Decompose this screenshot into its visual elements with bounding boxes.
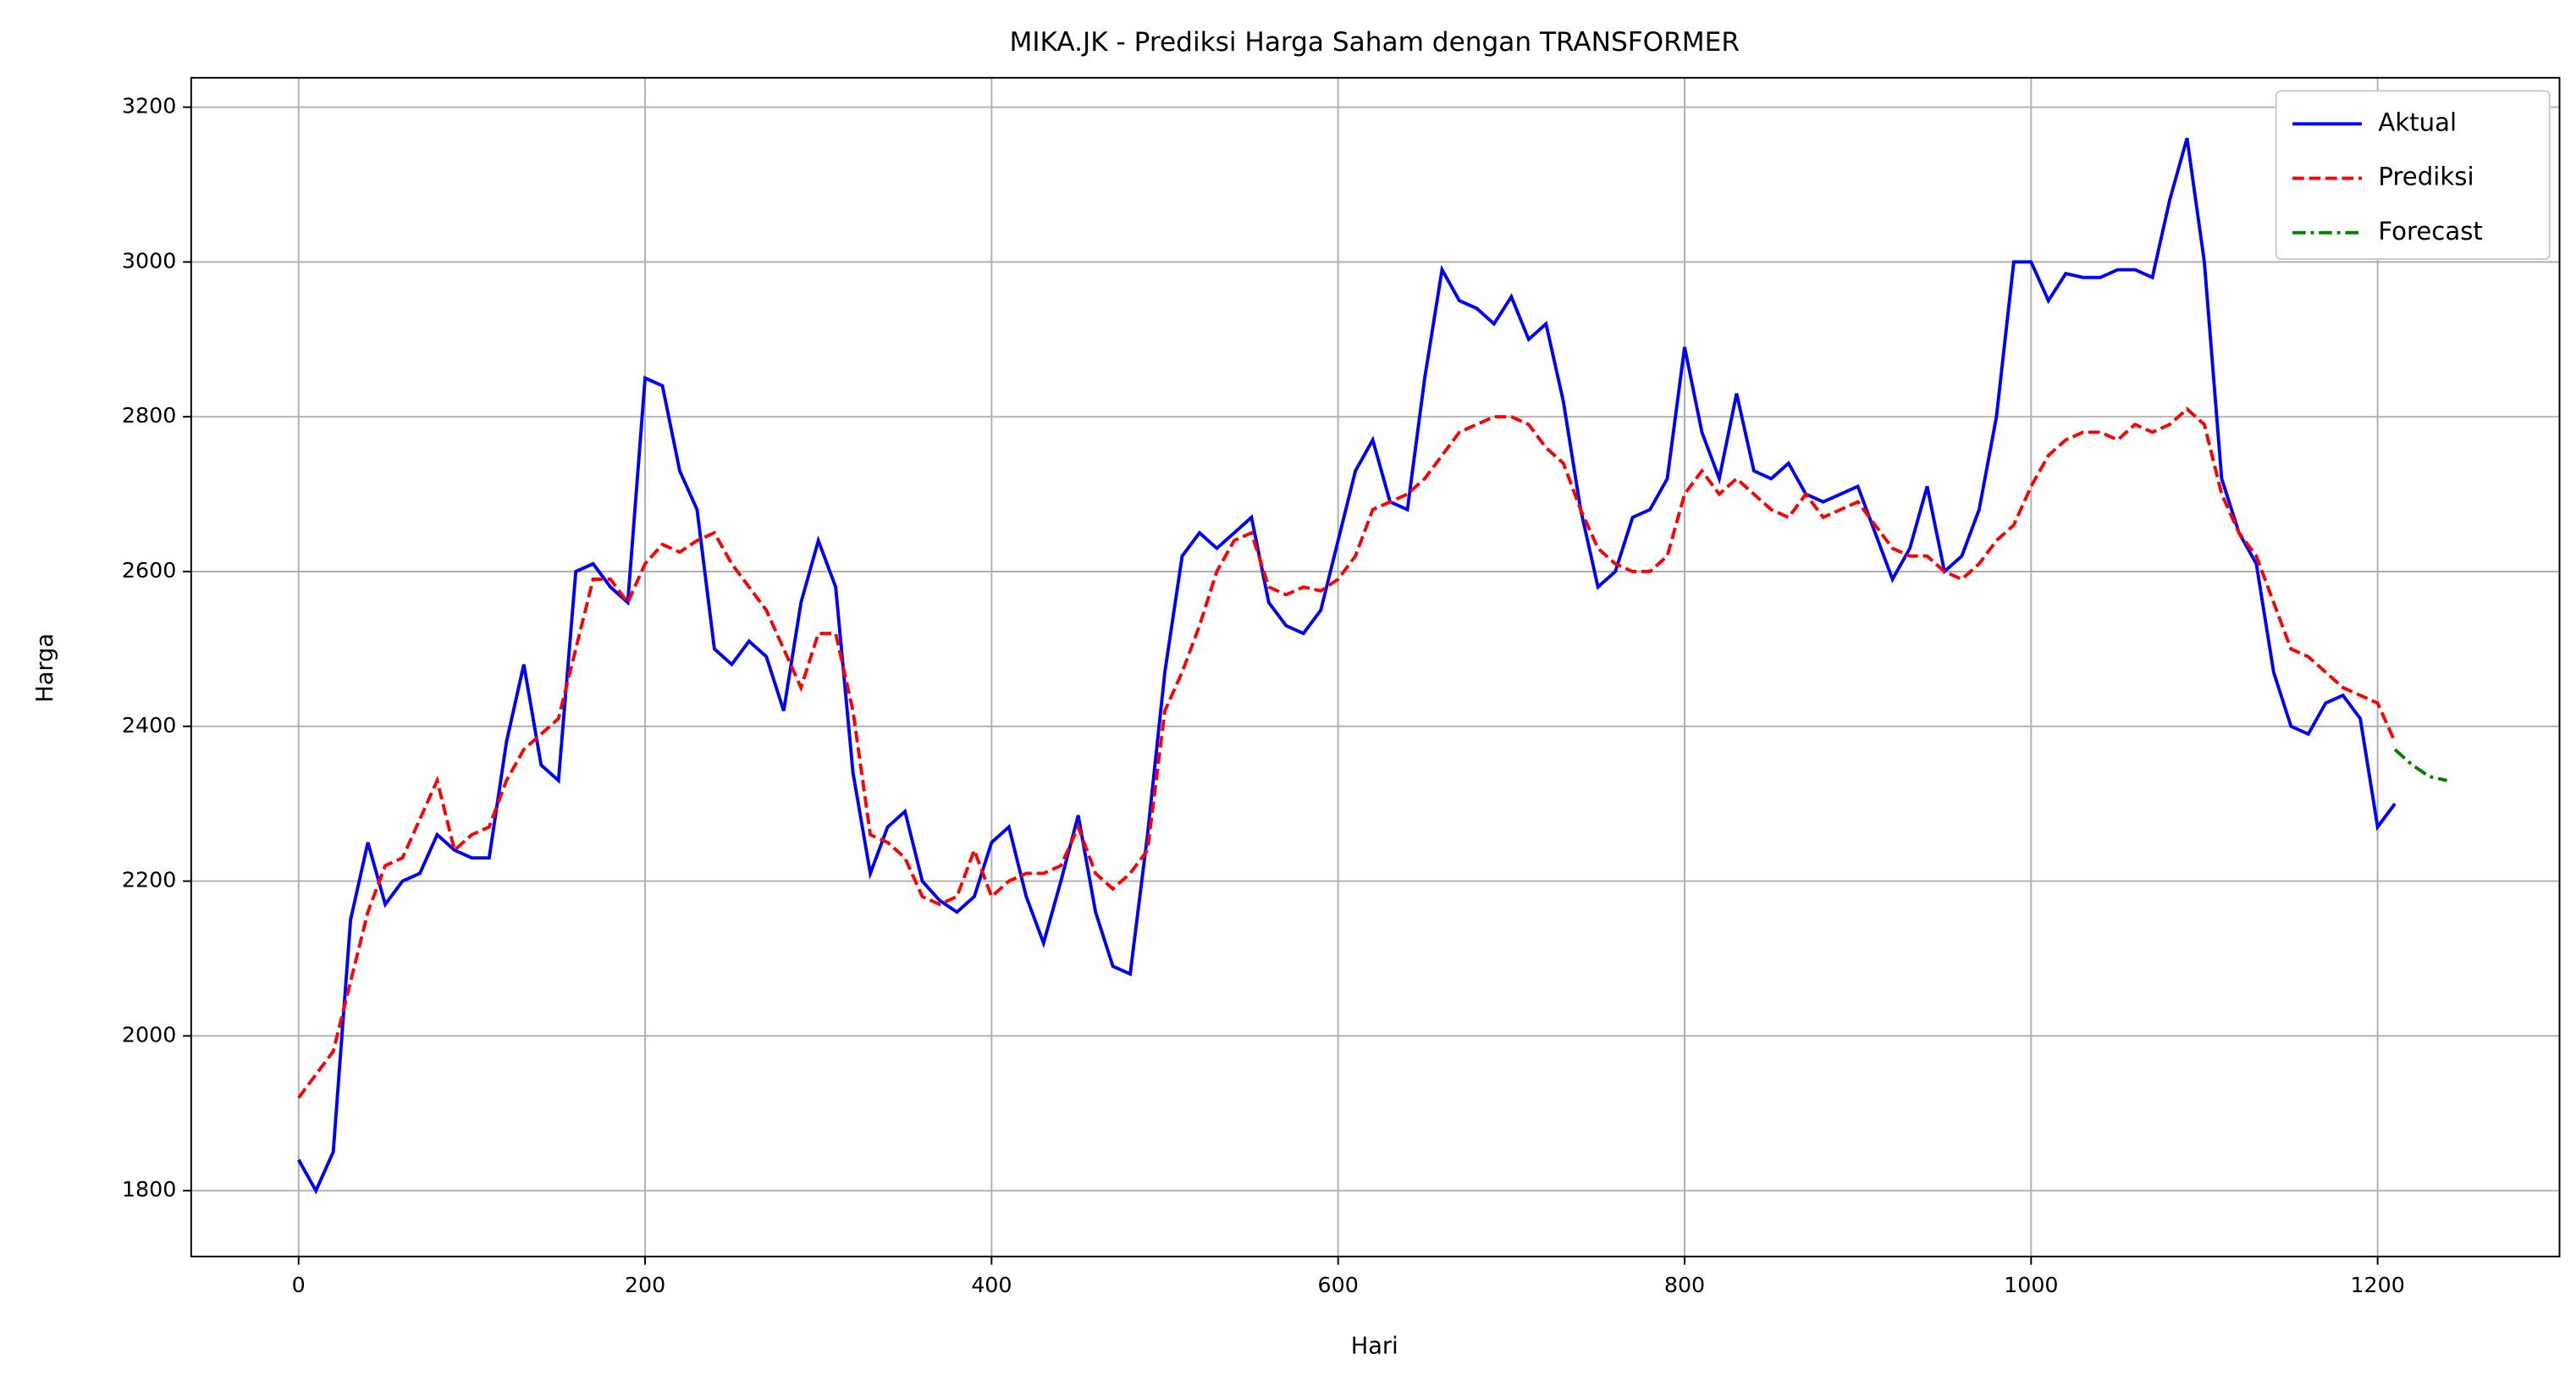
- y-tick-label: 3000: [122, 248, 176, 273]
- x-tick-label: 1200: [2350, 1273, 2404, 1297]
- plot-frame: [190, 76, 2561, 1257]
- y-tick-label: 3200: [122, 94, 176, 119]
- y-tick-label: 2400: [122, 713, 176, 738]
- y-tick-label: 2600: [122, 558, 176, 583]
- x-tick-label: 600: [1318, 1273, 1359, 1297]
- chart-title: MIKA.JK - Prediksi Harga Saham dengan TR…: [1009, 27, 1740, 58]
- x-tick-label: 800: [1664, 1273, 1705, 1297]
- x-tick-label: 400: [971, 1273, 1012, 1297]
- y-tick-label: 2000: [122, 1022, 176, 1047]
- legend-label: Forecast: [2378, 217, 2483, 246]
- series-line: [2393, 748, 2447, 782]
- legend-label: Aktual: [2378, 108, 2457, 136]
- x-axis-label: Hari: [1351, 1333, 1398, 1359]
- y-tick-label: 1800: [122, 1177, 176, 1202]
- legend-label: Prediksi: [2378, 163, 2474, 191]
- x-tick-label: 0: [292, 1273, 306, 1297]
- series-line: [297, 137, 2397, 1195]
- x-tick-label: 1000: [2004, 1273, 2058, 1297]
- legend-box: [2275, 90, 2551, 260]
- series-line: [297, 406, 2397, 1099]
- y-axis-label: Harga: [32, 633, 58, 703]
- y-tick-label: 2800: [122, 403, 176, 428]
- y-tick-label: 2200: [122, 868, 176, 892]
- x-tick-label: 200: [625, 1273, 665, 1297]
